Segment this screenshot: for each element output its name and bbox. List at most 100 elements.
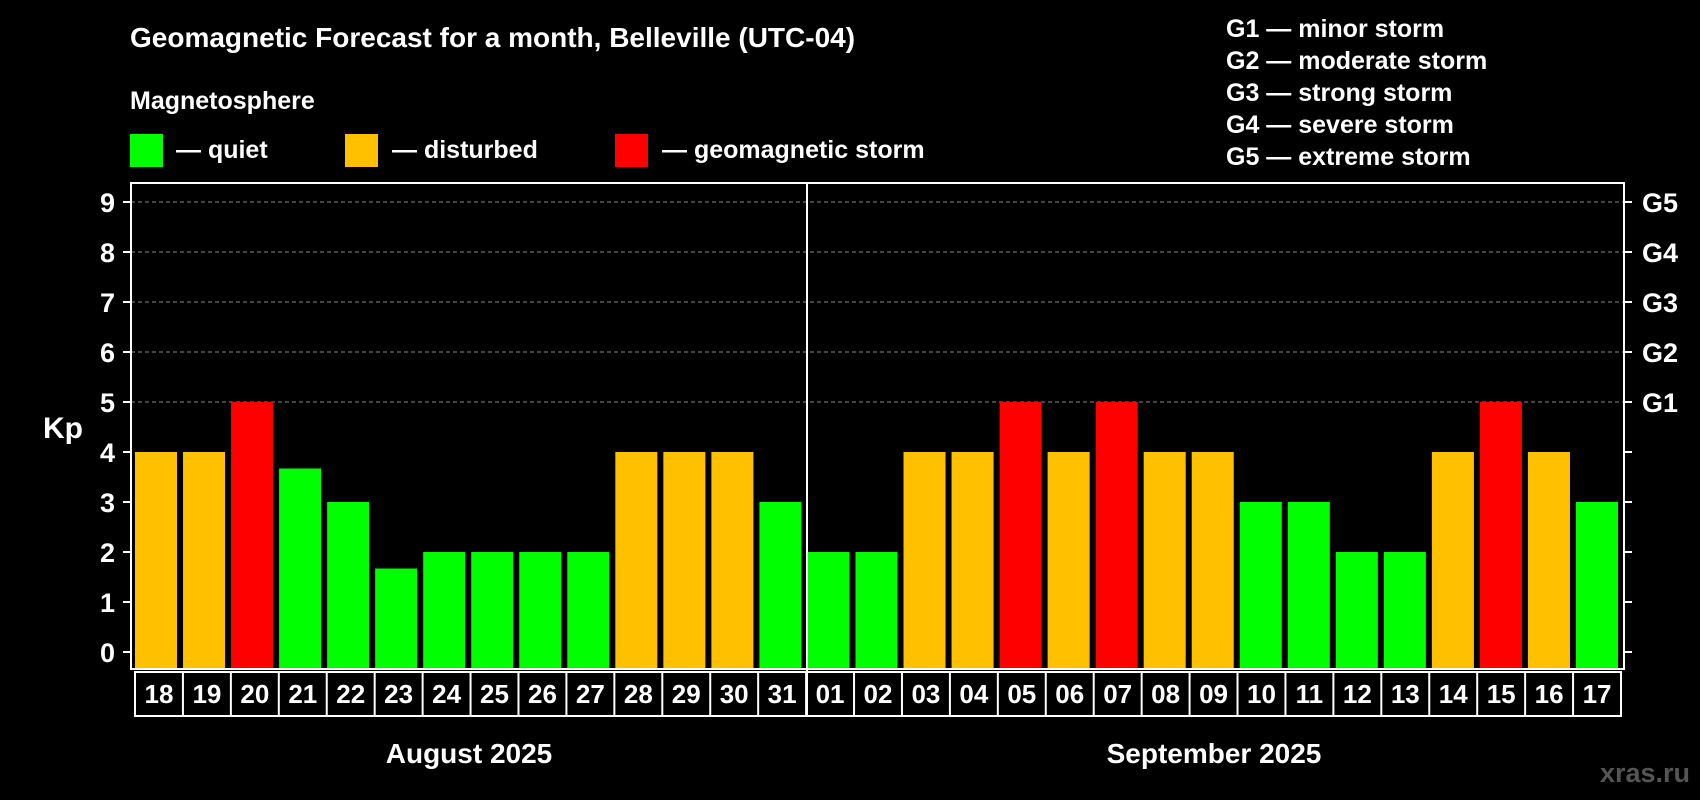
date-label: 13 bbox=[1391, 679, 1420, 709]
legend-title: Magnetosphere bbox=[130, 87, 315, 115]
date-label: 10 bbox=[1247, 679, 1276, 709]
y-tick-label: 8 bbox=[100, 238, 115, 268]
legend-swatch-disturbed bbox=[345, 134, 378, 167]
date-label: 18 bbox=[145, 679, 174, 709]
bar-23 bbox=[375, 568, 418, 668]
bar-06 bbox=[1047, 452, 1090, 668]
y-tick-label: 0 bbox=[100, 638, 115, 668]
y-tick-label: 2 bbox=[100, 538, 115, 568]
bar-16 bbox=[1527, 452, 1570, 668]
bar-13 bbox=[1383, 552, 1426, 668]
month-label-september: September 2025 bbox=[1107, 738, 1322, 769]
g-level-label: G1 bbox=[1642, 388, 1678, 418]
bar-19 bbox=[183, 452, 226, 668]
bar-21 bbox=[279, 468, 322, 668]
date-label: 21 bbox=[288, 679, 317, 709]
bar-05 bbox=[999, 402, 1042, 668]
date-label: 26 bbox=[528, 679, 557, 709]
date-label: 06 bbox=[1055, 679, 1084, 709]
bar-31 bbox=[759, 502, 802, 668]
bar-11 bbox=[1287, 502, 1330, 668]
storm-level-g5: G5 — extreme storm bbox=[1226, 143, 1471, 171]
storm-scale-legend: G1 — minor storm G2 — moderate storm G3 … bbox=[1226, 15, 1487, 171]
y-tick-label: 4 bbox=[100, 438, 115, 468]
bar-08 bbox=[1143, 452, 1186, 668]
date-label: 01 bbox=[816, 679, 845, 709]
date-label: 28 bbox=[624, 679, 653, 709]
bar-30 bbox=[711, 452, 754, 668]
bar-14 bbox=[1431, 452, 1474, 668]
bar-22 bbox=[327, 502, 370, 668]
date-label: 22 bbox=[336, 679, 365, 709]
y-tick-label: 7 bbox=[100, 288, 115, 318]
date-label: 04 bbox=[959, 679, 988, 709]
bar-18 bbox=[135, 452, 178, 668]
date-labels: 18 19 20 21 22 23 24 25 26 27 28 29 30 31 01 02 03 04 05 06… bbox=[134, 671, 1622, 717]
gridlines bbox=[131, 201, 1624, 403]
bar-29 bbox=[663, 452, 706, 668]
storm-level-g3: G3 — strong storm bbox=[1226, 79, 1452, 107]
bar-07 bbox=[1095, 402, 1138, 668]
bar-27 bbox=[567, 552, 610, 668]
legend-label-quiet: — quiet bbox=[176, 136, 268, 164]
date-label: 16 bbox=[1535, 679, 1564, 709]
date-label: 03 bbox=[911, 679, 940, 709]
bar-09 bbox=[1191, 452, 1234, 668]
date-label: 08 bbox=[1151, 679, 1180, 709]
date-label: 19 bbox=[192, 679, 221, 709]
bar-12 bbox=[1335, 552, 1378, 668]
g-level-label: G3 bbox=[1642, 288, 1678, 318]
plot-frame bbox=[130, 182, 1625, 670]
y-tick-label: 1 bbox=[100, 588, 115, 618]
date-label: 20 bbox=[240, 679, 269, 709]
month-label-august: August 2025 bbox=[386, 738, 553, 769]
date-label: 14 bbox=[1439, 679, 1468, 709]
legend-swatch-quiet bbox=[130, 134, 163, 167]
date-label: 23 bbox=[384, 679, 413, 709]
date-label: 30 bbox=[720, 679, 749, 709]
bar-10 bbox=[1239, 502, 1282, 668]
date-label: 27 bbox=[576, 679, 605, 709]
y-axis-ticks: 0 1 2 3 4 5 6 7 8 9 bbox=[100, 188, 131, 668]
date-label: 12 bbox=[1343, 679, 1372, 709]
bar-26 bbox=[519, 552, 562, 668]
g-level-label: G5 bbox=[1642, 188, 1678, 218]
bar-20 bbox=[231, 402, 274, 668]
bar-01 bbox=[807, 552, 850, 668]
chart-title: Geomagnetic Forecast for a month, Bellev… bbox=[130, 22, 855, 53]
date-label: 07 bbox=[1103, 679, 1132, 709]
g-level-label: G4 bbox=[1642, 238, 1678, 268]
y-axis-label: Kp bbox=[43, 412, 83, 445]
bar-04 bbox=[951, 452, 994, 668]
legend-label-disturbed: — disturbed bbox=[392, 136, 538, 164]
bar-25 bbox=[471, 552, 514, 668]
bar-03 bbox=[903, 452, 946, 668]
date-label: 05 bbox=[1007, 679, 1036, 709]
y-tick-label: 6 bbox=[100, 338, 115, 368]
legend-label-storm: — geomagnetic storm bbox=[662, 136, 925, 164]
date-label: 24 bbox=[432, 679, 461, 709]
bar-15 bbox=[1479, 402, 1522, 668]
date-label: 09 bbox=[1199, 679, 1228, 709]
g-level-ticks: G1 G2 G3 G4 G5 bbox=[1624, 188, 1678, 653]
legend: — quiet — disturbed — geomagnetic storm bbox=[130, 134, 925, 167]
legend-swatch-storm bbox=[615, 134, 648, 167]
date-label: 25 bbox=[480, 679, 509, 709]
bar-28 bbox=[615, 452, 658, 668]
bar-24 bbox=[423, 552, 466, 668]
date-label: 02 bbox=[864, 679, 893, 709]
bar-02 bbox=[855, 552, 898, 668]
date-label: 31 bbox=[768, 679, 797, 709]
bar-17 bbox=[1575, 502, 1618, 668]
watermark: xras.ru bbox=[1600, 758, 1690, 788]
date-label: 15 bbox=[1487, 679, 1516, 709]
date-label: 17 bbox=[1583, 679, 1612, 709]
bars bbox=[135, 402, 1618, 668]
date-label: 11 bbox=[1296, 679, 1324, 709]
date-label-frame bbox=[134, 671, 1622, 717]
y-tick-label: 9 bbox=[100, 188, 115, 218]
g-level-label: G2 bbox=[1642, 338, 1678, 368]
y-tick-label: 5 bbox=[100, 388, 115, 418]
y-tick-label: 3 bbox=[100, 488, 115, 518]
